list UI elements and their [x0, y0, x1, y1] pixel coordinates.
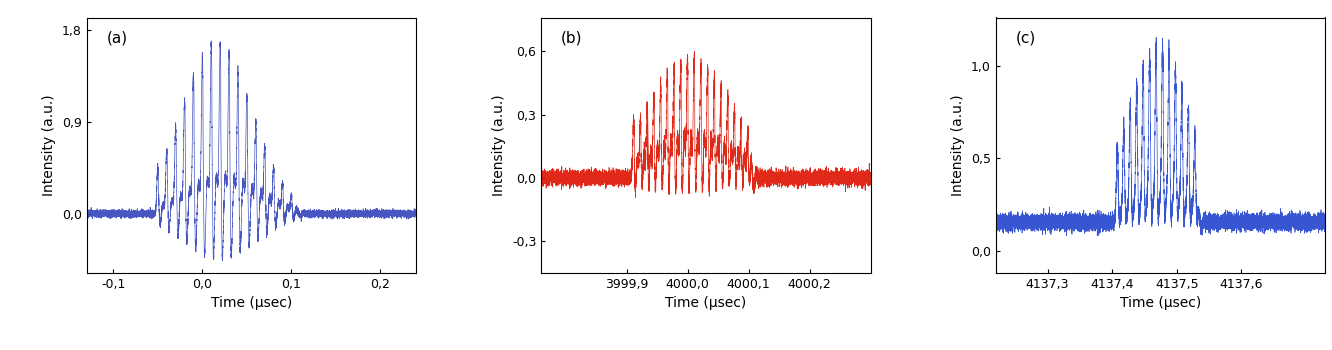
X-axis label: Time (μsec): Time (μsec): [210, 296, 292, 310]
Text: (b): (b): [561, 30, 582, 45]
Y-axis label: Intensity (a.u.): Intensity (a.u.): [951, 94, 966, 196]
X-axis label: Time (μsec): Time (μsec): [666, 296, 746, 310]
Text: (c): (c): [1016, 30, 1036, 45]
X-axis label: Time (μsec): Time (μsec): [1120, 296, 1201, 310]
Text: (a): (a): [107, 30, 128, 45]
Y-axis label: Intensity (a.u.): Intensity (a.u.): [493, 94, 506, 196]
Y-axis label: Intensity (a.u.): Intensity (a.u.): [43, 94, 56, 196]
